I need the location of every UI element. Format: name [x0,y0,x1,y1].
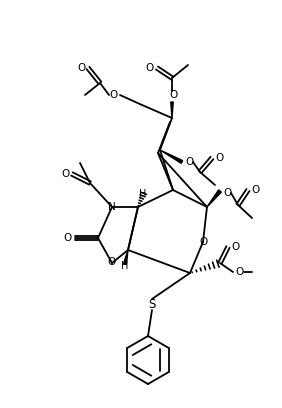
Text: H: H [139,189,147,199]
Text: O: O [223,188,231,198]
Text: O: O [109,90,117,100]
Polygon shape [207,190,221,207]
Polygon shape [171,102,173,118]
Text: S: S [148,299,156,311]
Text: O: O [236,267,244,277]
Text: O: O [108,257,116,267]
Text: O: O [251,185,259,195]
Text: O: O [231,242,239,252]
Text: O: O [169,90,177,100]
Text: O: O [64,233,72,243]
Polygon shape [160,150,183,163]
Text: O: O [77,63,85,73]
Text: O: O [61,169,69,179]
Text: O: O [215,153,223,163]
Text: O: O [146,63,154,73]
Text: O: O [185,157,193,167]
Text: N: N [108,202,116,212]
Polygon shape [124,250,128,264]
Text: H: H [121,261,129,271]
Text: O: O [200,237,208,247]
